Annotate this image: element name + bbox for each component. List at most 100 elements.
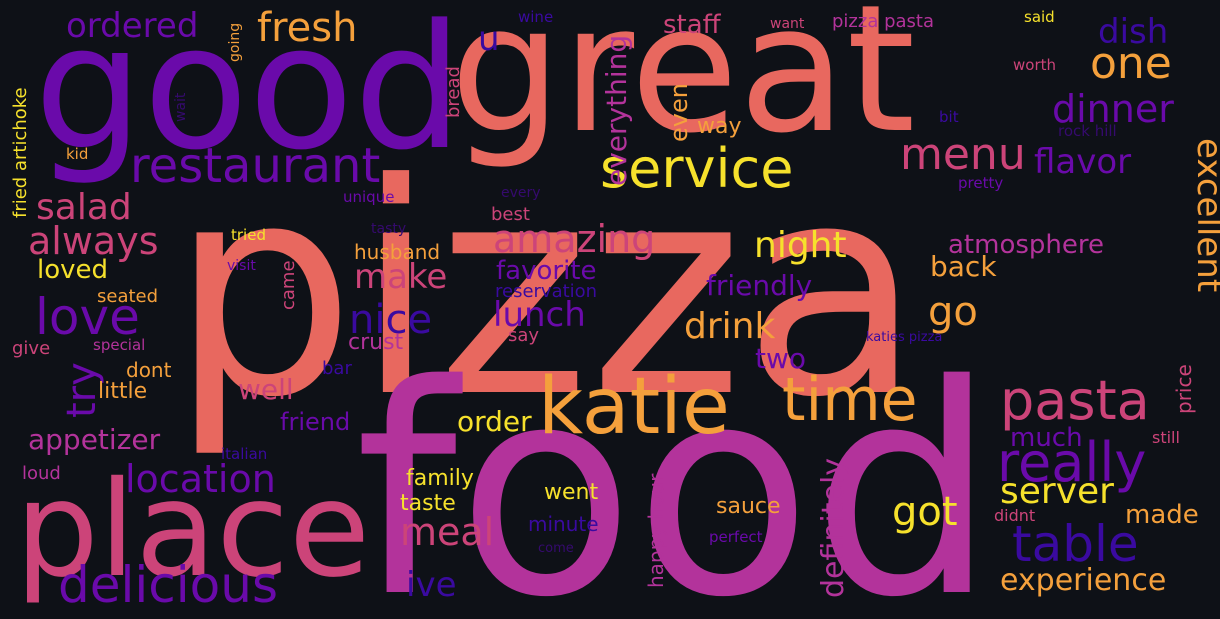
word-much: much [1010, 423, 1083, 453]
word-every: every [501, 185, 541, 201]
word-two: two [755, 342, 807, 375]
word-worth: worth [1013, 56, 1057, 74]
word-ive: ive [406, 565, 457, 605]
word-good: good [34, 0, 463, 188]
word-loud: loud [22, 463, 61, 484]
word-dinner: dinner [1052, 87, 1174, 131]
word-still: still [1152, 428, 1180, 447]
word-rock-hill: rock hill [1058, 122, 1117, 140]
word-seated: seated [97, 286, 159, 307]
word-really: really [997, 431, 1147, 494]
word-dont: dont [126, 358, 172, 382]
word-best: best [491, 204, 530, 225]
word-ordered: ordered [66, 6, 199, 46]
word-menu: menu [900, 129, 1026, 180]
word-always: always [28, 219, 159, 263]
word-perfect: perfect [709, 528, 763, 546]
word-fried-artichoke: fried artichoke [10, 87, 31, 218]
word-bit: bit [939, 108, 959, 126]
word-appetizer: appetizer [28, 423, 161, 456]
word-fresh: fresh [257, 5, 358, 51]
word-sauce: sauce [716, 494, 781, 519]
word-flavor: flavor [1034, 142, 1132, 182]
word-time: time [782, 365, 918, 435]
word-pizza: pizza [170, 121, 922, 461]
word-way: way [697, 114, 742, 139]
word-experience: experience [1000, 563, 1167, 598]
word-restaurant: restaurant [130, 138, 381, 194]
word-want: want [770, 16, 805, 32]
word-definitely: definitely [816, 457, 851, 598]
word-price: price [1172, 364, 1196, 414]
word-katies-pizza: katies pizza [866, 330, 943, 345]
word-taste: taste [400, 491, 456, 516]
word-bread: bread [443, 66, 464, 118]
word-drink: drink [684, 306, 776, 347]
word-great: great [450, 0, 916, 172]
word-u: u [478, 19, 500, 59]
word-pizza-pasta: pizza pasta [832, 11, 934, 32]
word-dish: dish [1098, 12, 1169, 52]
word-one: one [1090, 38, 1172, 89]
word-pasta: pasta [1000, 369, 1150, 432]
word-service: service [600, 137, 794, 200]
word-salad: salad [36, 187, 132, 228]
word-tasty: tasty [371, 221, 407, 237]
word-visit: visit [227, 258, 256, 274]
word-give: give [12, 338, 51, 359]
word-came: came [278, 260, 299, 310]
word-night: night [754, 225, 847, 266]
word-special: special [93, 336, 146, 354]
word-place: place [15, 453, 371, 607]
word-happy-hour: happy hour [644, 473, 668, 588]
word-friend: friend [280, 408, 351, 436]
word-wine: wine [518, 8, 554, 26]
word-table: table [1012, 515, 1139, 573]
word-meal: meal [400, 510, 495, 554]
word-husband: husband [354, 240, 441, 264]
word-little: little [98, 379, 148, 404]
word-back: back [930, 250, 997, 283]
word-go: go [928, 289, 978, 335]
word-food: food [355, 324, 997, 619]
word-didnt: didnt [994, 506, 1036, 525]
word-italian: italian [221, 445, 268, 463]
word-amazing: amazing [493, 217, 656, 261]
word-staff: staff [663, 10, 721, 40]
word-order: order [457, 405, 532, 438]
word-family: family [406, 466, 474, 491]
word-excellent: excellent [1189, 138, 1220, 293]
word-wait: wait [173, 92, 189, 122]
word-made: made [1125, 500, 1199, 530]
word-favorite: favorite [496, 256, 597, 286]
word-katie: katie [538, 362, 730, 452]
word-try: try [59, 362, 105, 418]
word-pretty: pretty [958, 174, 1004, 192]
word-going: going [227, 22, 243, 62]
word-even: even [665, 83, 693, 142]
word-got: got [892, 489, 958, 535]
word-went: went [544, 480, 599, 505]
word-say: say [508, 325, 540, 346]
word-kid: kid [66, 145, 89, 163]
word-unique: unique [343, 188, 395, 206]
word-friendly: friendly [706, 269, 813, 302]
word-tried: tried [231, 226, 266, 244]
word-love: love [35, 288, 140, 346]
word-everything: everything [600, 34, 633, 186]
word-make: make [354, 257, 448, 297]
word-said: said [1024, 8, 1055, 26]
word-come: come [538, 541, 574, 556]
word-location: location [125, 457, 276, 501]
word-loved: loved [37, 255, 109, 285]
word-well: well [238, 373, 294, 406]
word-reservation: reservation [495, 281, 598, 302]
word-server: server [1000, 471, 1114, 512]
word-bar: bar [322, 358, 352, 379]
word-atmosphere: atmosphere [948, 230, 1104, 260]
word-crust: crust [348, 330, 404, 355]
word-nice: nice [349, 297, 433, 343]
word-lunch: lunch [493, 295, 586, 335]
word-delicious: delicious [58, 556, 278, 614]
